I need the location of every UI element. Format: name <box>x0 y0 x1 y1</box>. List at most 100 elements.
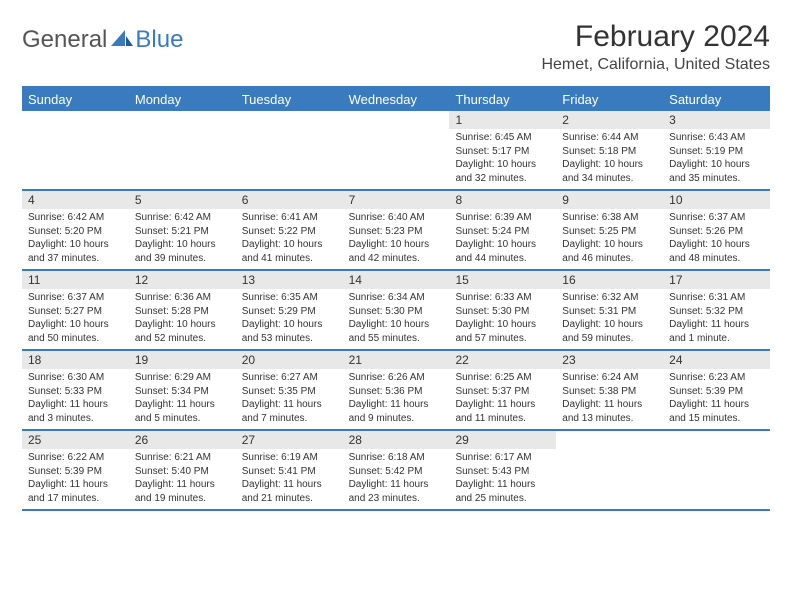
daylight-text: Daylight: 11 hours and 11 minutes. <box>455 398 550 425</box>
day-cell: 22Sunrise: 6:25 AMSunset: 5:37 PMDayligh… <box>449 351 556 429</box>
sunrise-text: Sunrise: 6:25 AM <box>455 371 550 385</box>
day-info: Sunrise: 6:41 AMSunset: 5:22 PMDaylight:… <box>236 211 343 265</box>
day-info: Sunrise: 6:25 AMSunset: 5:37 PMDaylight:… <box>449 371 556 425</box>
sunrise-text: Sunrise: 6:34 AM <box>349 291 444 305</box>
day-info: Sunrise: 6:31 AMSunset: 5:32 PMDaylight:… <box>663 291 770 345</box>
day-info: Sunrise: 6:24 AMSunset: 5:38 PMDaylight:… <box>556 371 663 425</box>
daylight-text: Daylight: 11 hours and 17 minutes. <box>28 478 123 505</box>
date-number: 26 <box>129 431 236 449</box>
date-number: 17 <box>663 271 770 289</box>
empty-cell <box>236 111 343 189</box>
daylight-text: Daylight: 10 hours and 53 minutes. <box>242 318 337 345</box>
empty-cell <box>663 431 770 509</box>
daylight-text: Daylight: 10 hours and 55 minutes. <box>349 318 444 345</box>
logo: General Blue <box>22 26 183 54</box>
date-number: 3 <box>663 111 770 129</box>
day-cell: 14Sunrise: 6:34 AMSunset: 5:30 PMDayligh… <box>343 271 450 349</box>
day-info: Sunrise: 6:36 AMSunset: 5:28 PMDaylight:… <box>129 291 236 345</box>
day-info: Sunrise: 6:19 AMSunset: 5:41 PMDaylight:… <box>236 451 343 505</box>
sunset-text: Sunset: 5:39 PM <box>669 385 764 399</box>
day-cell: 6Sunrise: 6:41 AMSunset: 5:22 PMDaylight… <box>236 191 343 269</box>
sunset-text: Sunset: 5:21 PM <box>135 225 230 239</box>
day-cell: 29Sunrise: 6:17 AMSunset: 5:43 PMDayligh… <box>449 431 556 509</box>
daylight-text: Daylight: 11 hours and 19 minutes. <box>135 478 230 505</box>
week-row: 4Sunrise: 6:42 AMSunset: 5:20 PMDaylight… <box>22 191 770 271</box>
day-cell: 27 Sunrise: 6:19 AMSunset: 5:41 PMDayligh… <box>236 431 343 509</box>
sunset-text: Sunset: 5:39 PM <box>28 465 123 479</box>
sunrise-text: Sunrise: 6:37 AM <box>669 211 764 225</box>
daylight-text: Daylight: 11 hours and 9 minutes. <box>349 398 444 425</box>
date-number: 27 <box>236 431 343 449</box>
logo-sail-icon <box>111 28 133 53</box>
daylight-text: Daylight: 10 hours and 50 minutes. <box>28 318 123 345</box>
daylight-text: Daylight: 10 hours and 48 minutes. <box>669 238 764 265</box>
header: General Blue February 2024 Hemet, Califo… <box>22 20 770 74</box>
daylight-text: Daylight: 10 hours and 39 minutes. <box>135 238 230 265</box>
day-cell: 26 Sunrise: 6:21 AMSunset: 5:40 PMDayligh… <box>129 431 236 509</box>
sunrise-text: Sunrise: 6:26 AM <box>349 371 444 385</box>
sunrise-text: Sunrise: 6:23 AM <box>669 371 764 385</box>
date-number: 5 <box>129 191 236 209</box>
day-info: Sunrise: 6:30 AMSunset: 5:33 PMDaylight:… <box>22 371 129 425</box>
date-number: 21 <box>343 351 450 369</box>
day-cell: 28Sunrise: 6:18 AMSunset: 5:42 PMDayligh… <box>343 431 450 509</box>
title-block: February 2024 Hemet, California, United … <box>541 20 770 74</box>
sunrise-text: Sunrise: 6:24 AM <box>562 371 657 385</box>
sunset-text: Sunset: 5:27 PM <box>28 305 123 319</box>
empty-cell <box>22 111 129 189</box>
day-cell: 17 Sunrise: 6:31 AMSunset: 5:32 PMDayligh… <box>663 271 770 349</box>
day-info: Sunrise: 6:37 AMSunset: 5:26 PMDaylight:… <box>663 211 770 265</box>
daylight-text: Daylight: 10 hours and 32 minutes. <box>455 158 550 185</box>
sunrise-text: Sunrise: 6:22 AM <box>28 451 123 465</box>
sunset-text: Sunset: 5:22 PM <box>242 225 337 239</box>
sunrise-text: Sunrise: 6:29 AM <box>135 371 230 385</box>
weeks-container: 1Sunrise: 6:45 AMSunset: 5:17 PMDaylight… <box>22 111 770 511</box>
day-header: Saturday <box>663 88 770 111</box>
day-info: Sunrise: 6:38 AMSunset: 5:25 PMDaylight:… <box>556 211 663 265</box>
sunrise-text: Sunrise: 6:35 AM <box>242 291 337 305</box>
daylight-text: Daylight: 10 hours and 57 minutes. <box>455 318 550 345</box>
logo-general-text: General <box>22 26 107 54</box>
day-info: Sunrise: 6:44 AMSunset: 5:18 PMDaylight:… <box>556 131 663 185</box>
day-cell: 4Sunrise: 6:42 AMSunset: 5:20 PMDaylight… <box>22 191 129 269</box>
date-number: 25 <box>22 431 129 449</box>
day-info: Sunrise: 6:43 AMSunset: 5:19 PMDaylight:… <box>663 131 770 185</box>
day-info: Sunrise: 6:42 AMSunset: 5:21 PMDaylight:… <box>129 211 236 265</box>
daylight-text: Daylight: 11 hours and 15 minutes. <box>669 398 764 425</box>
day-cell: 16Sunrise: 6:32 AMSunset: 5:31 PMDayligh… <box>556 271 663 349</box>
sunrise-text: Sunrise: 6:33 AM <box>455 291 550 305</box>
daylight-text: Daylight: 11 hours and 25 minutes. <box>455 478 550 505</box>
date-number: 28 <box>343 431 450 449</box>
empty-cell <box>129 111 236 189</box>
sunrise-text: Sunrise: 6:39 AM <box>455 211 550 225</box>
sunset-text: Sunset: 5:17 PM <box>455 145 550 159</box>
sunset-text: Sunset: 5:37 PM <box>455 385 550 399</box>
sunrise-text: Sunrise: 6:41 AM <box>242 211 337 225</box>
day-cell: 23Sunrise: 6:24 AMSunset: 5:38 PMDayligh… <box>556 351 663 429</box>
sunrise-text: Sunrise: 6:18 AM <box>349 451 444 465</box>
date-number: 7 <box>343 191 450 209</box>
sunset-text: Sunset: 5:33 PM <box>28 385 123 399</box>
day-cell: 19Sunrise: 6:29 AMSunset: 5:34 PMDayligh… <box>129 351 236 429</box>
day-info: Sunrise: 6:17 AMSunset: 5:43 PMDaylight:… <box>449 451 556 505</box>
sunrise-text: Sunrise: 6:21 AM <box>135 451 230 465</box>
sunrise-text: Sunrise: 6:19 AM <box>242 451 337 465</box>
week-row: 1Sunrise: 6:45 AMSunset: 5:17 PMDaylight… <box>22 111 770 191</box>
day-cell: 1Sunrise: 6:45 AMSunset: 5:17 PMDaylight… <box>449 111 556 189</box>
daylight-text: Daylight: 10 hours and 52 minutes. <box>135 318 230 345</box>
location-text: Hemet, California, United States <box>541 56 770 74</box>
day-info: Sunrise: 6:33 AMSunset: 5:30 PMDaylight:… <box>449 291 556 345</box>
day-cell: 25 Sunrise: 6:22 AMSunset: 5:39 PMDayligh… <box>22 431 129 509</box>
daylight-text: Daylight: 11 hours and 5 minutes. <box>135 398 230 425</box>
day-info: Sunrise: 6:34 AMSunset: 5:30 PMDaylight:… <box>343 291 450 345</box>
day-info: Sunrise: 6:21 AMSunset: 5:40 PMDaylight:… <box>129 451 236 505</box>
sunrise-text: Sunrise: 6:37 AM <box>28 291 123 305</box>
sunrise-text: Sunrise: 6:38 AM <box>562 211 657 225</box>
daylight-text: Daylight: 10 hours and 44 minutes. <box>455 238 550 265</box>
sunrise-text: Sunrise: 6:32 AM <box>562 291 657 305</box>
sunset-text: Sunset: 5:38 PM <box>562 385 657 399</box>
date-number: 20 <box>236 351 343 369</box>
sunrise-text: Sunrise: 6:17 AM <box>455 451 550 465</box>
daylight-text: Daylight: 11 hours and 3 minutes. <box>28 398 123 425</box>
day-info: Sunrise: 6:26 AMSunset: 5:36 PMDaylight:… <box>343 371 450 425</box>
